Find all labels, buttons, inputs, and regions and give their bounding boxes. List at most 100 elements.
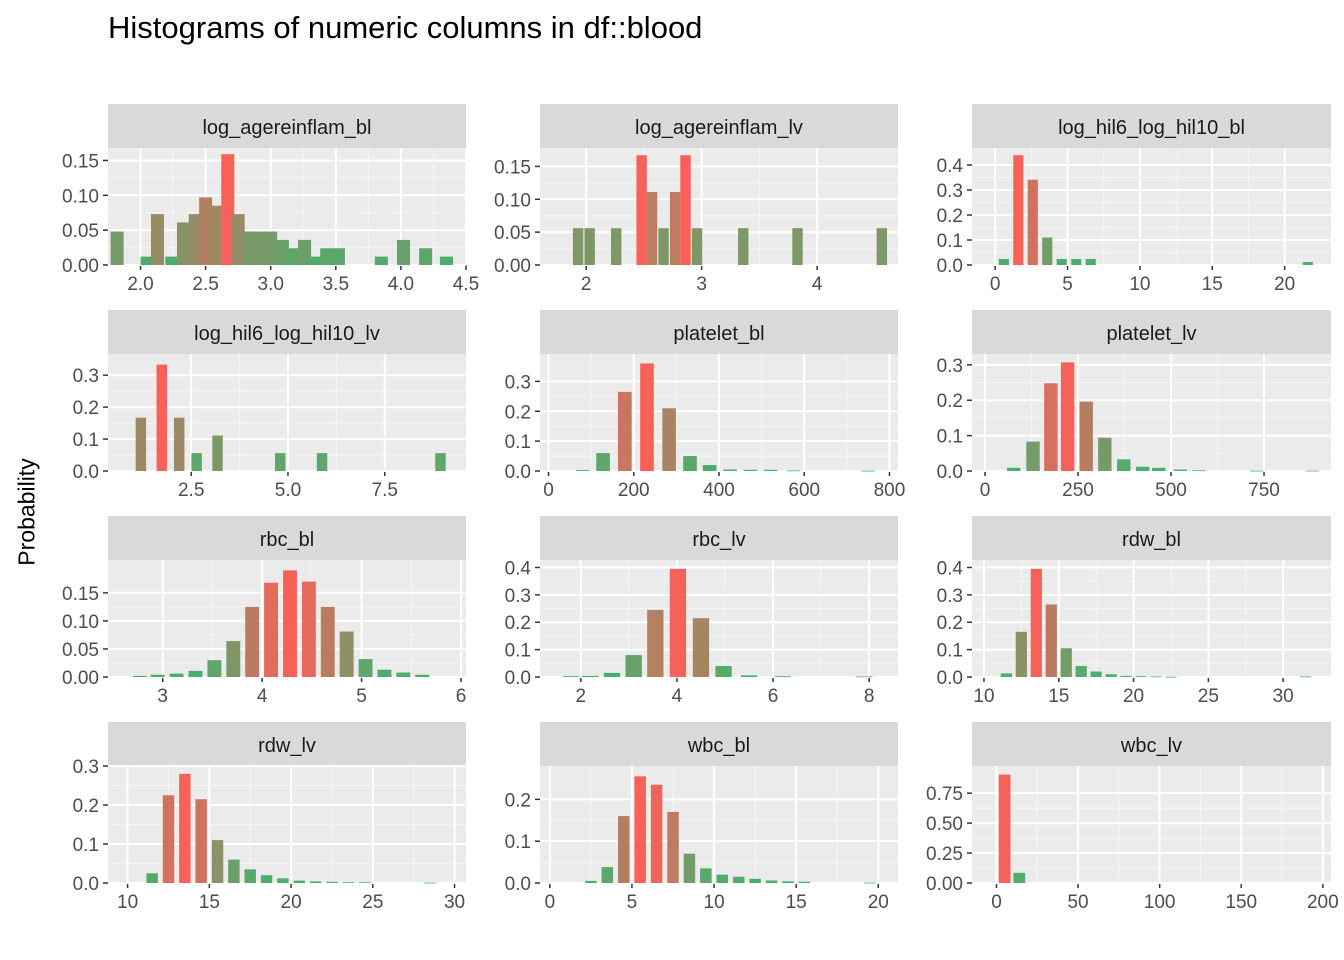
histogram-bar bbox=[601, 867, 614, 883]
y-tick-label: 0.4 bbox=[505, 558, 532, 579]
histogram-bar bbox=[226, 641, 241, 677]
histogram-bar bbox=[316, 453, 328, 471]
y-tick-label: 0.05 bbox=[62, 640, 99, 661]
facet-strip bbox=[108, 722, 466, 766]
x-tick-label: 15 bbox=[786, 892, 807, 913]
histogram-bar bbox=[1030, 568, 1042, 677]
histogram-bar bbox=[260, 875, 273, 883]
y-tick-label: 0.0 bbox=[505, 874, 531, 895]
histogram-bar bbox=[173, 417, 185, 471]
x-tick-label: 2.0 bbox=[127, 274, 153, 295]
histogram-bar bbox=[1152, 467, 1166, 471]
histogram-bar bbox=[228, 859, 240, 883]
histogram-bar bbox=[277, 878, 289, 883]
x-tick-label: 30 bbox=[1273, 686, 1294, 707]
y-tick-label: 0.15 bbox=[494, 157, 531, 178]
y-tick-label: 0.2 bbox=[505, 402, 531, 423]
facet-rdw_lv: rdw_lv 10 15 20 25 30 0.0 0.1 0.2 0.3 bbox=[73, 722, 466, 913]
x-tick-label: 3.0 bbox=[258, 274, 284, 295]
y-tick-label: 0.0 bbox=[505, 462, 531, 483]
histogram-bar bbox=[339, 631, 354, 677]
histogram-bar bbox=[211, 840, 224, 883]
facet-strip bbox=[540, 722, 898, 766]
y-tick-label: 0.2 bbox=[505, 613, 531, 634]
histogram-bar bbox=[1173, 469, 1188, 471]
facet-strip bbox=[540, 104, 898, 148]
histogram-bar bbox=[563, 676, 580, 677]
x-tick-label: 25 bbox=[362, 892, 383, 913]
x-tick-label: 5 bbox=[1062, 274, 1073, 295]
histogram-bar bbox=[342, 882, 355, 884]
y-tick-label: 0.2 bbox=[73, 398, 99, 419]
x-tick-label: 4 bbox=[257, 686, 268, 707]
histogram-bar bbox=[575, 470, 590, 471]
facet-log_agereinflam_lv: log_agereinflam_lv 2 3 4 0.00 0.05 0.10 0.15 bbox=[494, 104, 898, 295]
x-tick-label: 3 bbox=[157, 686, 168, 707]
histogram-bar bbox=[309, 256, 323, 265]
histogram-bar bbox=[1042, 237, 1053, 265]
facet-strip-label: rbc_lv bbox=[692, 529, 745, 551]
histogram-bar bbox=[358, 882, 371, 884]
histogram-bar bbox=[856, 676, 873, 678]
y-tick-label: 0.10 bbox=[62, 612, 99, 633]
x-tick-label: 0 bbox=[980, 480, 991, 501]
histogram-bar bbox=[1120, 675, 1132, 677]
histogram-bar bbox=[1192, 470, 1206, 472]
histogram-bar bbox=[245, 606, 260, 677]
facet-strip bbox=[972, 310, 1331, 354]
x-tick-label: 50 bbox=[1067, 892, 1088, 913]
histogram-bar bbox=[146, 873, 158, 883]
histogram-bar bbox=[584, 228, 595, 265]
histogram-bar bbox=[1135, 676, 1147, 677]
histogram-bar bbox=[749, 878, 761, 883]
histogram-bar bbox=[150, 674, 165, 677]
histogram-bar bbox=[1060, 648, 1072, 677]
histogram-bar bbox=[792, 228, 803, 265]
facet-strip-label: platelet_bl bbox=[673, 323, 764, 345]
histogram-bar bbox=[658, 228, 669, 265]
x-tick-label: 5 bbox=[627, 892, 638, 913]
histogram-bar bbox=[286, 248, 300, 265]
histogram-bar bbox=[135, 417, 147, 471]
y-tick-label: 0.3 bbox=[73, 757, 99, 778]
histogram-bar bbox=[199, 197, 213, 265]
histogram-bar bbox=[603, 672, 621, 677]
facet-rbc_lv: rbc_lv 2 4 6 8 0.0 0.1 0.2 0.3 0.4 bbox=[505, 516, 898, 707]
y-tick-label: 0.1 bbox=[505, 641, 531, 662]
y-tick-label: 0.3 bbox=[505, 586, 531, 607]
histogram-bar bbox=[617, 391, 632, 471]
histogram-bar bbox=[740, 675, 758, 677]
histogram-bar bbox=[691, 228, 703, 265]
facet-wbc_lv: wbc_lv 0 50 100 150 200 0.00 0.25 0.50 0.75 bbox=[926, 722, 1339, 913]
histogram-bar bbox=[692, 618, 710, 677]
y-tick-label: 0.0 bbox=[937, 256, 963, 277]
x-tick-label: 4 bbox=[672, 686, 683, 707]
y-tick-label: 0.1 bbox=[937, 231, 963, 252]
y-tick-label: 0.2 bbox=[73, 796, 99, 817]
facet-strip bbox=[540, 516, 898, 560]
histogram-bar bbox=[275, 453, 286, 471]
histogram-bar bbox=[636, 155, 647, 265]
histogram-bar bbox=[419, 248, 433, 265]
x-tick-label: 10 bbox=[1129, 274, 1150, 295]
histogram-bar bbox=[647, 609, 664, 677]
facet-log_hil6_log_hil10_bl: log_hil6_log_hil10_bl 0 5 10 15 20 0.0 0.1 0.2 0.… bbox=[937, 104, 1331, 295]
x-tick-label: 2 bbox=[581, 274, 592, 295]
x-tick-label: 200 bbox=[618, 480, 650, 501]
x-tick-label: 150 bbox=[1225, 892, 1257, 913]
x-tick-label: 250 bbox=[1062, 480, 1094, 501]
histogram-bar bbox=[209, 205, 223, 265]
facet-strip bbox=[972, 516, 1331, 560]
facet-platelet_lv: platelet_lv 0 250 500 750 0.0 0.1 0.2 0.3 bbox=[937, 310, 1331, 501]
histogram-bar bbox=[669, 568, 687, 677]
x-tick-label: 8 bbox=[864, 686, 875, 707]
histogram-bar bbox=[275, 239, 289, 265]
y-tick-label: 0.1 bbox=[937, 427, 963, 448]
histogram-bar bbox=[169, 673, 184, 677]
histogram-bar bbox=[156, 364, 168, 471]
x-tick-label: 6 bbox=[768, 686, 779, 707]
facet-strip bbox=[108, 104, 466, 148]
histogram-bar bbox=[864, 882, 876, 884]
histogram-bar bbox=[195, 799, 207, 883]
histogram-bar bbox=[396, 672, 411, 677]
